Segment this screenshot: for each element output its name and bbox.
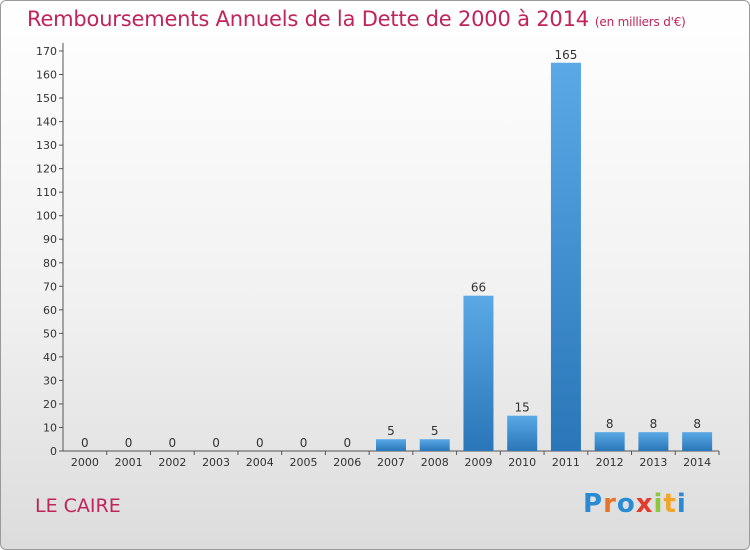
logo-letter: t — [663, 489, 677, 519]
y-tick-label: 60 — [43, 304, 57, 317]
x-tick-label: 2001 — [115, 456, 143, 469]
data-label: 0 — [169, 436, 177, 450]
data-label: 8 — [650, 417, 658, 431]
x-tick-label: 2004 — [246, 456, 274, 469]
y-tick-label: 120 — [36, 163, 57, 176]
x-tick-label: 2014 — [683, 456, 711, 469]
y-tick-label: 0 — [50, 445, 57, 458]
chart-title: Remboursements Annuels de la Dette de 20… — [27, 7, 686, 31]
logo-letter: P — [583, 489, 604, 519]
data-label: 165 — [554, 48, 577, 62]
y-tick-label: 30 — [43, 374, 57, 387]
data-label: 5 — [431, 424, 439, 438]
x-tick-label: 2012 — [596, 456, 624, 469]
x-tick-label: 2000 — [71, 456, 99, 469]
y-tick-label: 90 — [43, 233, 57, 246]
bar — [463, 295, 494, 451]
data-label: 0 — [343, 436, 351, 450]
bar — [419, 439, 450, 451]
x-tick-label: 2002 — [158, 456, 186, 469]
logo-letter: x — [635, 489, 654, 519]
data-label: 0 — [256, 436, 264, 450]
y-tick-label: 130 — [36, 139, 57, 152]
logo-letter: r — [603, 489, 617, 519]
y-tick-label: 70 — [43, 280, 57, 293]
x-tick-label: 2003 — [202, 456, 230, 469]
data-label: 0 — [300, 436, 308, 450]
y-tick-label: 10 — [43, 421, 57, 434]
x-tick-label: 2009 — [464, 456, 492, 469]
bar — [682, 432, 713, 451]
y-tick-label: 50 — [43, 327, 57, 340]
bar — [550, 62, 581, 451]
x-tick-label: 2005 — [290, 456, 318, 469]
y-tick-label: 80 — [43, 257, 57, 270]
x-tick-label: 2010 — [508, 456, 536, 469]
data-label: 5 — [387, 424, 395, 438]
data-label: 0 — [125, 436, 133, 450]
proxiti-logo: Proxiti — [583, 489, 687, 519]
x-tick-label: 2011 — [552, 456, 580, 469]
x-tick-label: 2013 — [639, 456, 667, 469]
y-tick-label: 160 — [36, 69, 57, 82]
data-label: 15 — [515, 401, 530, 415]
x-tick-label: 2007 — [377, 456, 405, 469]
y-tick-label: 110 — [36, 186, 57, 199]
logo-letter: i — [676, 489, 687, 519]
x-tick-label: 2008 — [421, 456, 449, 469]
logo-letter: i — [653, 489, 664, 519]
bar — [594, 432, 625, 451]
y-tick-label: 170 — [36, 45, 57, 58]
bar — [376, 439, 406, 451]
y-tick-label: 100 — [36, 210, 57, 223]
data-label: 8 — [606, 417, 614, 431]
y-tick-label: 140 — [36, 116, 57, 129]
data-label: 66 — [471, 281, 486, 295]
chart-unit: (en milliers d'€) — [594, 15, 686, 29]
data-label: 0 — [81, 436, 89, 450]
bar — [507, 415, 538, 451]
data-label: 0 — [212, 436, 220, 450]
y-tick-label: 20 — [43, 398, 57, 411]
logo-letter: o — [616, 489, 636, 519]
bar — [638, 432, 669, 451]
y-tick-label: 150 — [36, 92, 57, 105]
data-label: 8 — [693, 417, 701, 431]
city-name: LE CAIRE — [35, 495, 121, 517]
y-tick-label: 40 — [43, 351, 57, 364]
x-tick-label: 2006 — [333, 456, 361, 469]
chart-title-text: Remboursements Annuels de la Dette de 20… — [27, 7, 589, 31]
